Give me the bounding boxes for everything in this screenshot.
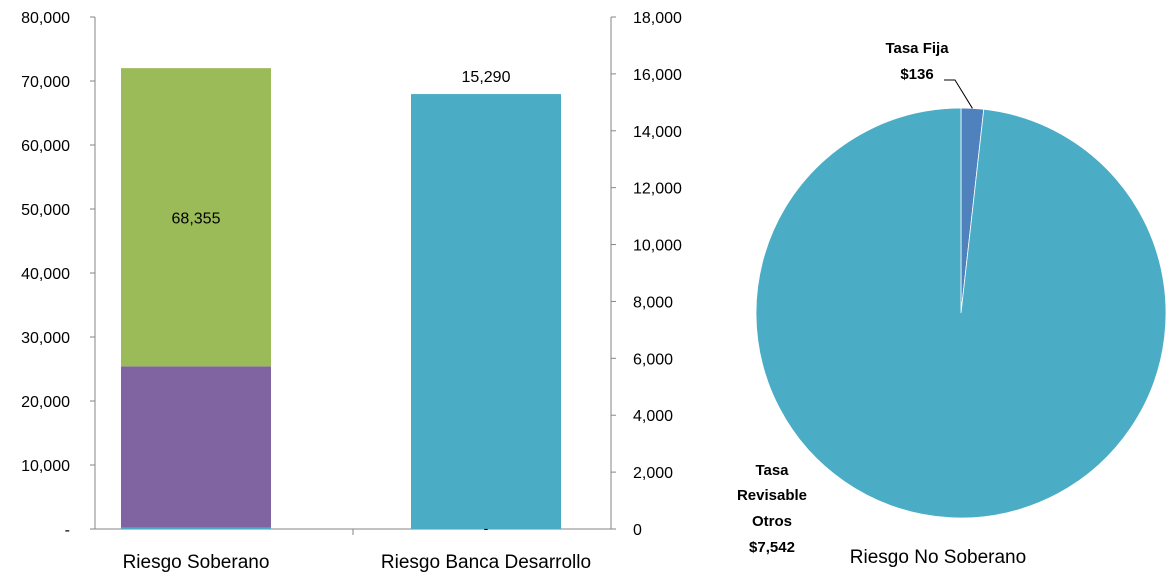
left-axis-tick-label: 10,000 [21,458,70,475]
right-axis-tick-label: 2,000 [633,465,673,482]
right-axis-tick-label: 10,000 [633,238,682,255]
pie-leader-line [944,79,973,109]
pie-slice-value-label: $7,542 [749,539,795,556]
right-axis-tick-label: 18,000 [633,10,682,27]
soberano-bar-segment-0 [121,527,271,529]
right-axis-tick-label: 4,000 [633,408,673,425]
right-axis-tick-label: 8,000 [633,294,673,311]
category-label: Riesgo Soberano [123,552,270,573]
pie-title: Riesgo No Soberano [850,547,1026,568]
pie-slice-label: Otros [752,513,792,530]
pie-chart: Tasa Fija $136 Tasa Revisable Otros $7,542 Rie… [737,40,1167,568]
left-axis-tick-label: - [65,522,70,539]
soberano-bar-segment-1 [121,366,271,528]
pie-slice-1 [755,107,1167,519]
right-axis-tick-label: 12,000 [633,181,682,198]
left-axis-tick-label: 80,000 [21,10,70,27]
soberano-data-label: 68,355 [172,210,221,227]
left-axis-tick-label: 20,000 [21,394,70,411]
pie-slice-value-label: $136 [900,66,933,83]
pie-slice-label: Tasa Fija [885,40,949,57]
category-label: Riesgo Banca Desarrollo [381,552,591,573]
left-axis-tick-label: 50,000 [21,202,70,219]
right-axis-tick-label: 0 [633,522,642,539]
right-axis-tick-label: 14,000 [633,124,682,141]
right-axis-tick-label: 6,000 [633,351,673,368]
left-axis-tick-label: 30,000 [21,330,70,347]
left-axis-tick-label: 60,000 [21,138,70,155]
pie-slice-label: Revisable [737,487,807,504]
left-axis-tick-label: 40,000 [21,266,70,283]
left-axis-tick-label: 70,000 [21,74,70,91]
stacked-bar-chart: - 10,000 20,000 30,000 40,000 50,000 60,000 70,… [21,10,682,573]
right-axis-tick-label: 16,000 [633,67,682,84]
pie-slice-label: Tasa [755,462,789,479]
soberano-bar-segment-2 [121,68,271,367]
banca-desarrollo-bar [411,94,561,529]
banca-desarrollo-data-label: 15,290 [462,69,511,86]
banca-desarrollo-zero-label: - [484,520,489,536]
